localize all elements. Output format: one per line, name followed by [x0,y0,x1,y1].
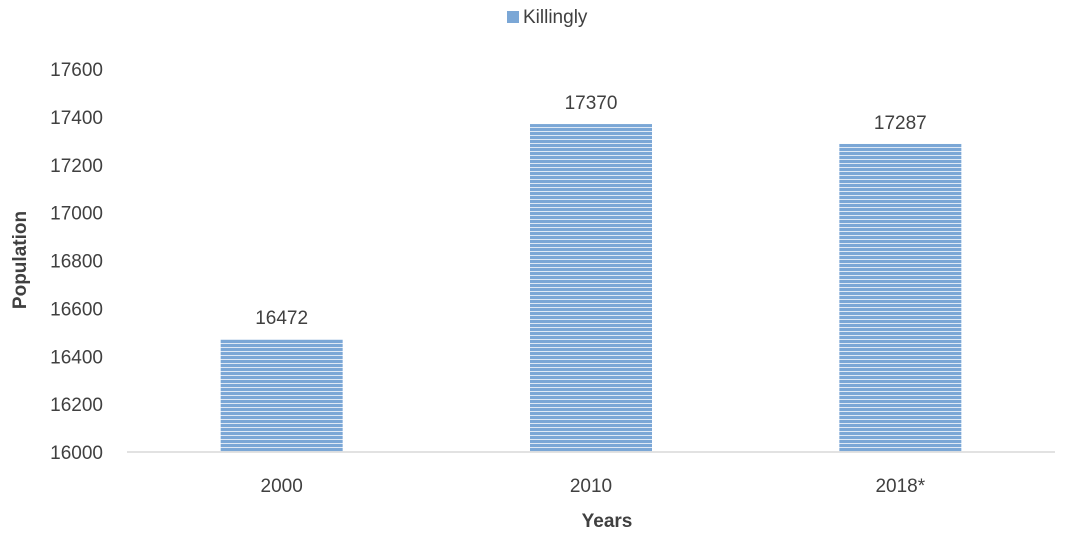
bar-data-label: 16472 [255,308,308,329]
legend: Killingly [507,7,588,28]
y-tick-label: 16400 [50,347,103,368]
y-tick-label: 17200 [50,156,103,177]
bar [220,339,343,452]
x-tick-label: 2010 [570,476,612,497]
y-tick-label: 16000 [50,443,103,464]
legend-swatch-killingly [507,11,519,23]
y-tick-label: 17000 [50,204,103,225]
bar-data-labels: 16472 17370 17287 [255,93,927,329]
x-axis-title: Years [582,511,633,532]
bar-data-label: 17287 [874,113,927,134]
y-tick-label: 17600 [50,60,103,81]
bar [839,143,962,452]
x-tick-label: 2018* [875,476,925,497]
x-axis-tick-labels: 2000 2010 2018* [261,476,926,497]
y-tick-label: 17400 [50,108,103,129]
bars [220,124,962,453]
y-tick-label: 16600 [50,299,103,320]
bar [530,124,652,453]
legend-label-killingly: Killingly [523,7,588,28]
y-tick-label: 16800 [50,252,103,273]
x-tick-label: 2000 [261,476,303,497]
bar-data-label: 17370 [565,93,618,114]
y-axis-tick-labels: 16000 16200 16400 16600 16800 17000 17200 17400… [50,60,103,464]
y-tick-label: 16200 [50,395,103,416]
y-axis-title: Population [10,211,31,309]
